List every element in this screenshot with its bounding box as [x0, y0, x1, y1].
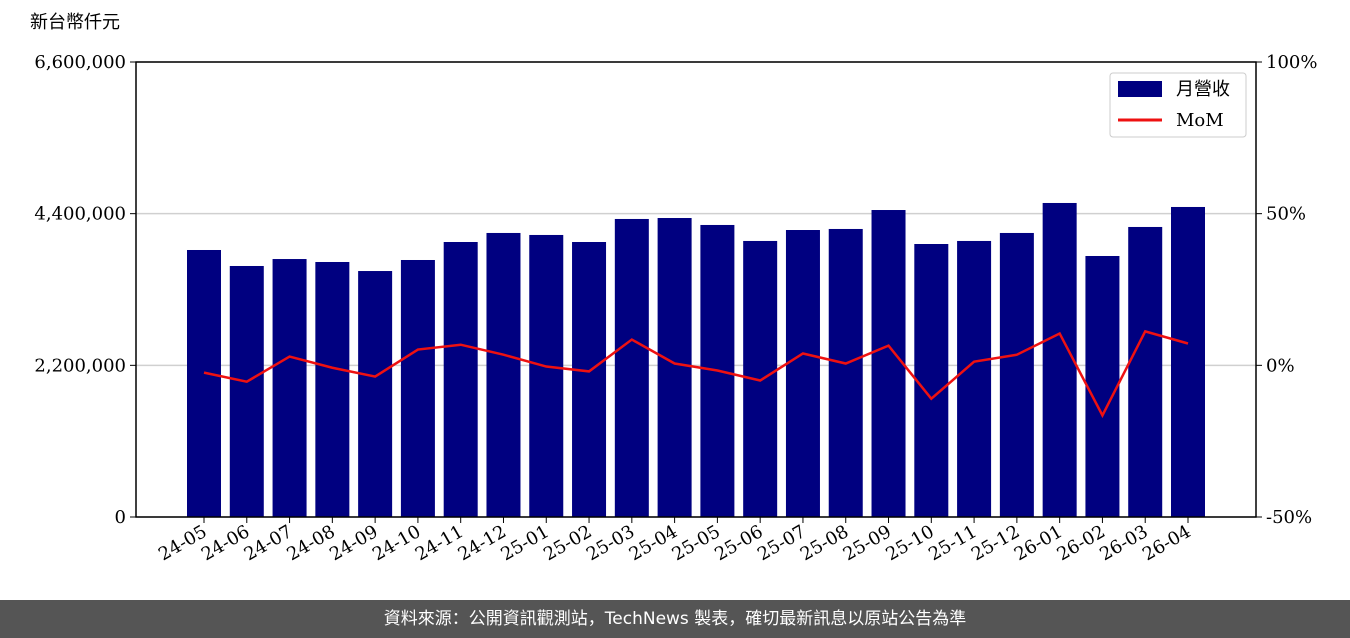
bar	[529, 234, 564, 517]
bar	[871, 210, 906, 517]
bar	[229, 265, 264, 517]
bar	[1128, 226, 1163, 517]
bar	[828, 228, 863, 518]
plot-frame	[135, 61, 1257, 518]
y2-tick-label: 50%	[1266, 204, 1306, 225]
y-axis-label: 新台幣仟元	[30, 12, 120, 33]
x-tick-label: 26-01	[1011, 521, 1066, 565]
bar	[657, 218, 692, 518]
legend-label: 月營收	[1176, 79, 1230, 100]
x-tick-label: 24-06	[198, 521, 253, 565]
bar	[999, 232, 1034, 517]
x-tick-label: 24-10	[369, 521, 424, 565]
x-tick-label: 24-11	[412, 521, 467, 565]
bar	[315, 261, 350, 517]
y2-tick-label: -50%	[1266, 507, 1312, 528]
y2-tick-label: 100%	[1266, 52, 1317, 73]
x-tick-label: 25-09	[840, 521, 895, 565]
y-tick-label: 0	[115, 507, 126, 528]
x-tick-label: 25-04	[626, 521, 681, 565]
x-tick-label: 26-03	[1096, 521, 1151, 565]
y2-tick-label: 0%	[1266, 355, 1295, 376]
bar	[443, 242, 478, 517]
x-tick-label: 24-09	[326, 521, 381, 565]
y-tick-label: 2,200,000	[34, 355, 126, 376]
line	[203, 329, 1189, 419]
x-tick-label: 25-08	[797, 521, 852, 565]
x-tick-label: 26-02	[1053, 521, 1108, 565]
x-tick-label: 24-12	[455, 521, 510, 565]
bar	[1085, 255, 1120, 517]
bar	[358, 271, 393, 517]
bar	[272, 259, 307, 517]
y-tick-label: 6,600,000	[34, 52, 126, 73]
bar	[187, 249, 221, 517]
chart: 新台幣仟元 0 2,200,000 4,400,000 6,600,000 -50% 0%…	[30, 12, 1317, 565]
footer: 資料來源：公開資訊觀測站，TechNews 製表，確切最新訊息以原站公告為準	[0, 600, 1350, 638]
x-tick-label: 24-08	[283, 521, 338, 565]
bar	[614, 218, 649, 517]
x-tick-label: 25-02	[540, 521, 595, 565]
bar	[785, 230, 820, 517]
x-tick-label: 25-12	[968, 521, 1023, 565]
x-tick-label: 25-05	[668, 521, 723, 565]
bar	[572, 242, 607, 517]
bar	[1171, 206, 1205, 517]
x-tick-label: 24-07	[241, 521, 296, 565]
bar	[1042, 202, 1077, 517]
bar	[486, 232, 521, 517]
x-tick-label: 25-07	[754, 521, 809, 565]
x-tick-label: 24-05	[155, 521, 210, 565]
legend-label: MoM	[1176, 110, 1224, 131]
bar	[957, 240, 992, 517]
x-tick-label: 26-04	[1139, 521, 1194, 565]
x-tick-label: 25-11	[925, 521, 980, 565]
legend-swatch	[1118, 81, 1162, 97]
x-tick-label: 25-03	[583, 521, 638, 565]
bar	[914, 244, 949, 517]
y-tick-label: 4,400,000	[34, 204, 126, 225]
x-tick-label: 25-01	[497, 521, 552, 565]
bar	[400, 259, 435, 517]
x-tick-label: 25-10	[882, 521, 937, 565]
x-tick-label: 25-06	[711, 521, 766, 565]
